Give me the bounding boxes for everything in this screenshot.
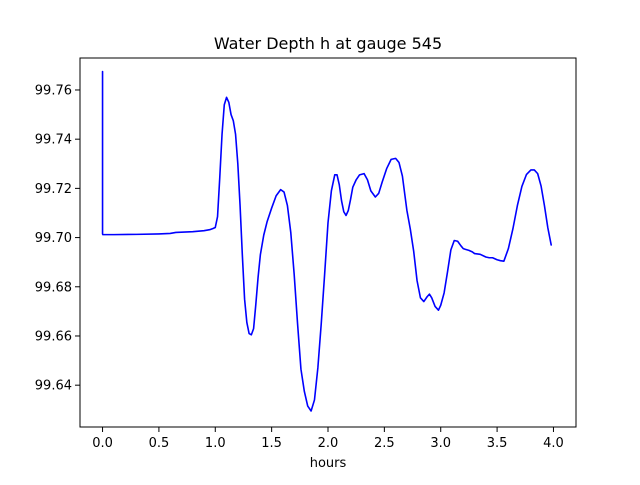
y-axis: 99.64 99.66 99.68 99.70 99.72 99.74 99.76: [35, 83, 80, 394]
series-line: [101, 70, 552, 412]
x-tick-label: 1.5: [261, 436, 282, 451]
y-tick-label: 99.64: [35, 379, 72, 394]
y-tick-label: 99.72: [35, 182, 72, 197]
y-tick-label: 99.76: [35, 83, 72, 98]
x-tick-label: 0.5: [149, 436, 170, 451]
x-tick-label: 1.0: [205, 436, 226, 451]
x-tick-label: 3.0: [430, 436, 451, 451]
y-tick-label: 99.74: [35, 133, 72, 148]
x-axis-label: hours: [310, 456, 347, 471]
chart-title: Water Depth h at gauge 545: [214, 34, 442, 53]
x-tick-label: 2.0: [318, 436, 339, 451]
x-tick-label: 3.5: [487, 436, 508, 451]
x-axis: 0.0 0.5 1.0 1.5 2.0 2.5 3.0 3.5 4.0: [92, 427, 564, 451]
y-tick-label: 99.68: [35, 280, 72, 295]
y-tick-label: 99.70: [35, 231, 72, 246]
plot-area: [101, 70, 552, 412]
y-tick-label: 99.66: [35, 329, 72, 344]
x-tick-label: 2.5: [374, 436, 395, 451]
x-tick-label: 4.0: [543, 436, 564, 451]
x-tick-label: 0.0: [92, 436, 113, 451]
